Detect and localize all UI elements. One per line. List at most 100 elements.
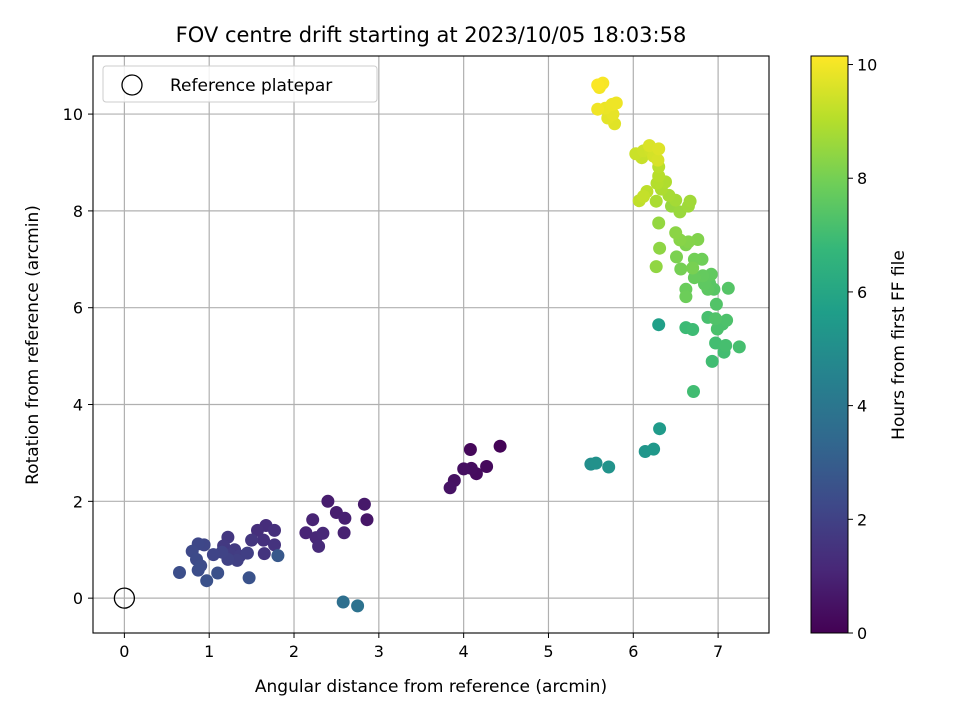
x-tick-label: 4: [459, 642, 469, 661]
data-point: [251, 523, 264, 537]
data-point: [652, 216, 666, 230]
data-point: [687, 385, 700, 398]
data-point: [338, 511, 352, 525]
x-axis-ticks: 0 1 2 3 4 5 6 7: [119, 633, 723, 661]
data-point: [709, 312, 723, 326]
data-point: [240, 546, 254, 560]
y-tick-label: 8: [73, 202, 83, 221]
data-point: [719, 339, 733, 352]
data-point: [721, 281, 735, 295]
data-point: [360, 513, 374, 527]
data-point: [268, 523, 281, 537]
y-tick-label: 10: [63, 105, 83, 124]
data-point: [649, 194, 663, 208]
data-point: [443, 481, 457, 495]
colorbar-tick-label: 4: [857, 397, 867, 416]
data-point: [480, 460, 494, 473]
data-point: [652, 142, 666, 156]
colorbar-tick-label: 8: [857, 169, 867, 188]
data-point: [493, 439, 507, 453]
x-tick-label: 0: [119, 642, 129, 661]
data-point: [242, 571, 256, 585]
colorbar-tick-label: 0: [857, 624, 867, 643]
y-axis-ticks: 0 2 4 6 8 10: [63, 105, 93, 608]
data-point: [686, 323, 700, 336]
colorbar-tick-label: 6: [857, 283, 867, 302]
x-tick-label: 2: [289, 642, 299, 661]
colorbar-gradient: [810, 55, 849, 634]
data-point: [321, 494, 335, 508]
x-axis-label: Angular distance from reference (arcmin): [255, 677, 607, 697]
chart-title: FOV centre drift starting at 2023/10/05 …: [176, 23, 687, 47]
data-point: [651, 153, 665, 167]
y-tick-label: 6: [73, 299, 83, 318]
data-point: [674, 262, 688, 276]
data-point: [173, 566, 186, 579]
data-point: [257, 547, 271, 561]
data-point: [463, 443, 477, 456]
data-point: [336, 595, 350, 609]
plot-frame: [92, 55, 770, 634]
y-tick-label: 2: [73, 492, 83, 511]
data-point: [652, 318, 666, 332]
data-point: [637, 189, 650, 203]
data-point: [306, 513, 320, 527]
x-tick-label: 3: [374, 642, 384, 661]
data-point: [299, 526, 313, 540]
data-point: [649, 260, 663, 274]
colorbar-tick-label: 2: [857, 510, 867, 529]
colorbar: 0 2 4 6 8 10 Hours from first FF file: [810, 55, 909, 643]
data-point: [312, 539, 326, 553]
data-point: [271, 549, 285, 563]
data-point: [589, 456, 603, 470]
data-point: [709, 297, 723, 311]
y-axis-label: Rotation from reference (arcmin): [23, 205, 43, 485]
x-tick-label: 1: [204, 642, 214, 661]
data-point: [191, 563, 205, 577]
data-point: [653, 241, 667, 255]
y-tick-label: 0: [73, 589, 83, 608]
data-point: [683, 194, 697, 208]
data-point: [211, 566, 225, 580]
data-point: [245, 533, 259, 547]
data-point: [457, 462, 471, 476]
legend-box: [102, 65, 378, 103]
data-point: [732, 340, 746, 354]
data-point: [686, 261, 700, 275]
legend-entry-label: Reference platepar: [170, 76, 332, 96]
data-point: [647, 442, 661, 456]
data-point: [206, 548, 220, 562]
data-point: [257, 533, 270, 547]
data-point: [591, 78, 605, 92]
data-point: [720, 313, 734, 327]
data-point: [653, 422, 667, 436]
data-point: [670, 250, 683, 264]
x-tick-label: 5: [543, 642, 553, 661]
data-point: [652, 169, 666, 183]
data-point: [200, 574, 214, 588]
data-point: [705, 354, 719, 368]
data-points: [173, 76, 746, 613]
data-point: [316, 526, 330, 540]
reference-platepar-marker: [113, 587, 136, 609]
colorbar-ticks: 0 2 4 6 8 10: [848, 56, 877, 643]
data-point: [357, 497, 371, 511]
data-point: [687, 271, 701, 285]
data-point: [591, 102, 605, 116]
data-point: [669, 226, 683, 240]
data-point: [609, 96, 623, 110]
legend-marker-icon: [121, 74, 143, 96]
data-point: [351, 599, 365, 613]
y-tick-label: 4: [73, 396, 83, 415]
data-point: [268, 538, 281, 552]
plot-area: 0 1 2 3 4 5 6 7 0 2 4 6 8 10 Reference platepar: [63, 55, 770, 661]
data-point: [602, 460, 616, 474]
data-point: [679, 290, 693, 304]
x-tick-label: 7: [713, 642, 723, 661]
legend: Reference platepar: [102, 65, 378, 103]
data-point: [337, 526, 351, 540]
data-point: [709, 336, 723, 350]
colorbar-label: Hours from first FF file: [889, 250, 909, 440]
colorbar-tick-label: 10: [857, 56, 877, 75]
